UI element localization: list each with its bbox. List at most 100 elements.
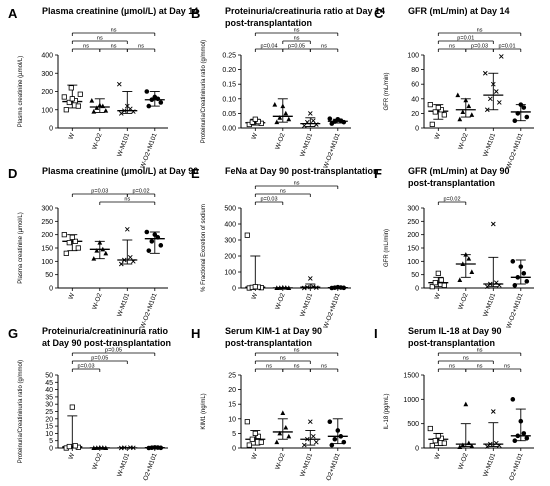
data-point	[304, 436, 310, 442]
data-point	[521, 431, 527, 436]
y-tick-label: 400	[224, 222, 236, 229]
data-point	[487, 96, 493, 102]
comparison-label: p=0.05	[91, 356, 108, 362]
data-point-stroke	[310, 118, 316, 124]
x-tick-label: W-O2	[274, 132, 286, 151]
x-tick-label: W-O2	[91, 452, 103, 471]
x-tick-label: W	[68, 291, 77, 300]
data-point	[432, 109, 438, 115]
y-tick-label: 100	[41, 259, 53, 266]
data-point	[307, 276, 313, 281]
data-point	[130, 259, 136, 264]
data-point	[310, 434, 316, 439]
data-point	[515, 275, 521, 280]
x-tick-label: W-O2+M101	[505, 132, 524, 169]
data-point	[144, 229, 150, 235]
y-axis-label: Plasma creatinine (µmol/L)	[18, 212, 24, 283]
panel-letter: H	[191, 326, 200, 341]
data-point-stroke	[121, 108, 127, 113]
data-point	[484, 107, 490, 113]
data-point	[277, 115, 283, 120]
y-tick-label: 300	[407, 206, 419, 213]
x-tick-label: W-M101	[116, 292, 131, 318]
panel-letter: A	[8, 6, 18, 21]
data-point	[441, 282, 447, 288]
data-point	[103, 108, 109, 113]
y-tick-label: 0	[49, 446, 53, 453]
data-point	[146, 248, 152, 253]
panel-f: F GFR (mL/min) at Day 90 post-transplantat…	[374, 166, 534, 329]
data-point	[515, 433, 521, 439]
comparison-label: p=0.03	[471, 44, 488, 50]
y-tick-label: 400	[41, 53, 53, 60]
comparison-label: ns	[463, 356, 469, 362]
data-point	[427, 102, 433, 108]
x-tick-label: W	[68, 451, 77, 460]
data-point	[487, 281, 493, 287]
data-point	[518, 418, 524, 424]
x-tick-label: W-O2	[457, 132, 469, 151]
data-point	[97, 240, 103, 245]
data-point	[255, 433, 261, 439]
y-tick-label: 5	[49, 438, 53, 445]
data-point	[457, 116, 463, 122]
data-point	[435, 104, 441, 111]
y-tick-label: 25	[45, 409, 53, 416]
data-point	[144, 89, 150, 94]
comparison-label: ns	[477, 28, 483, 34]
y-tick-label: 0.25	[222, 53, 236, 60]
data-point	[277, 430, 283, 436]
data-point	[280, 410, 286, 415]
data-point	[518, 264, 524, 269]
x-tick-label: W	[251, 451, 260, 460]
data-point	[335, 116, 341, 122]
data-point-stroke	[493, 280, 499, 285]
data-point	[75, 103, 81, 109]
data-point	[341, 439, 347, 445]
comparison-label: ns	[280, 189, 286, 195]
data-point-stroke	[498, 54, 504, 59]
y-tick-label: 150	[41, 246, 53, 253]
data-point	[103, 250, 109, 256]
y-tick-label: 100	[41, 107, 53, 114]
y-axis-label: Proteinuria/Creatininuria ratio (g/mmol)	[18, 360, 24, 463]
comparison-label: p=0.01	[499, 44, 516, 50]
data-point	[66, 99, 72, 106]
y-tick-label: 60	[411, 82, 419, 89]
y-tick-label: 0	[49, 286, 53, 293]
y-tick-label: 100	[224, 270, 236, 277]
y-tick-label: 50	[45, 272, 53, 279]
y-tick-label: 300	[41, 71, 53, 78]
data-point-stroke	[301, 285, 307, 291]
panel-e: E FeNa at Day 90 post-transplantation % Fr…	[191, 166, 379, 329]
comparison-label: ns	[266, 364, 272, 370]
data-point-stroke	[496, 283, 502, 288]
data-point	[512, 118, 518, 123]
y-tick-label: 200	[41, 232, 53, 239]
data-point	[301, 442, 307, 448]
data-point-stroke	[301, 442, 307, 448]
panel-i: I Serum IL-18 at Day 90 post-transplantati…	[374, 326, 534, 486]
data-point	[149, 239, 155, 244]
y-axis-label: KIM1 (ng/mL)	[201, 393, 207, 429]
data-point-stroke	[490, 81, 496, 87]
data-point	[280, 103, 286, 109]
data-point	[286, 433, 292, 439]
panel-title: Plasma creatinine (µmol/L) at Day 14	[42, 6, 198, 16]
y-tick-label: 1000	[403, 397, 419, 404]
data-point	[487, 441, 493, 447]
data-point	[72, 238, 78, 244]
data-point	[441, 440, 447, 446]
data-point-stroke	[130, 109, 136, 114]
y-tick-label: 15	[228, 402, 236, 409]
x-tick-label: W-O2	[91, 132, 103, 151]
data-point-stroke	[493, 440, 499, 446]
data-point	[89, 98, 95, 103]
data-point	[524, 114, 530, 120]
data-point	[152, 445, 158, 450]
data-point-stroke	[310, 284, 316, 290]
data-point	[463, 401, 469, 407]
data-point-stroke	[304, 436, 310, 442]
data-point-stroke	[124, 227, 130, 232]
data-point	[512, 283, 518, 288]
